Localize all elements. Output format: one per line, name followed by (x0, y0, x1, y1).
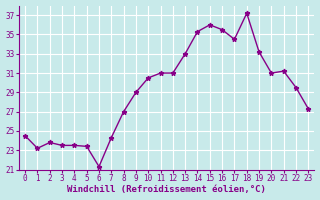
X-axis label: Windchill (Refroidissement éolien,°C): Windchill (Refroidissement éolien,°C) (67, 185, 266, 194)
